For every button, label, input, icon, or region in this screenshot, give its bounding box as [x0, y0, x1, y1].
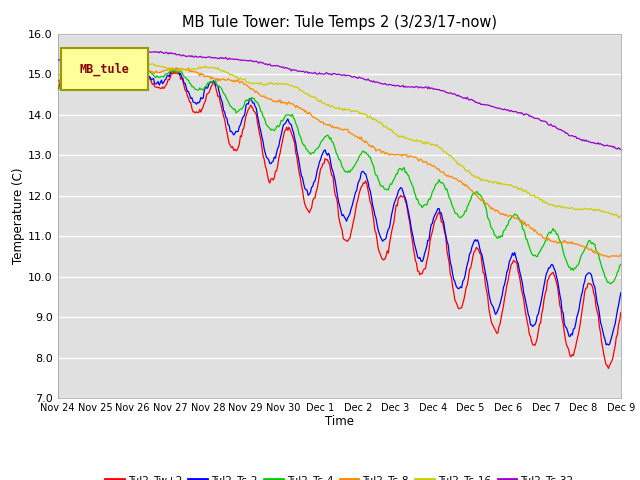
Title: MB Tule Tower: Tule Temps 2 (3/23/17-now): MB Tule Tower: Tule Temps 2 (3/23/17-now…	[182, 15, 497, 30]
FancyBboxPatch shape	[61, 48, 148, 90]
Text: MB_tule: MB_tule	[79, 63, 129, 76]
Y-axis label: Temperature (C): Temperature (C)	[12, 168, 25, 264]
X-axis label: Time: Time	[324, 415, 354, 428]
Legend: Tul2_Tw+2, Tul2_Ts-2, Tul2_Ts-4, Tul2_Ts-8, Tul2_Ts-16, Tul2_Ts-32: Tul2_Tw+2, Tul2_Ts-2, Tul2_Ts-4, Tul2_Ts…	[100, 470, 578, 480]
